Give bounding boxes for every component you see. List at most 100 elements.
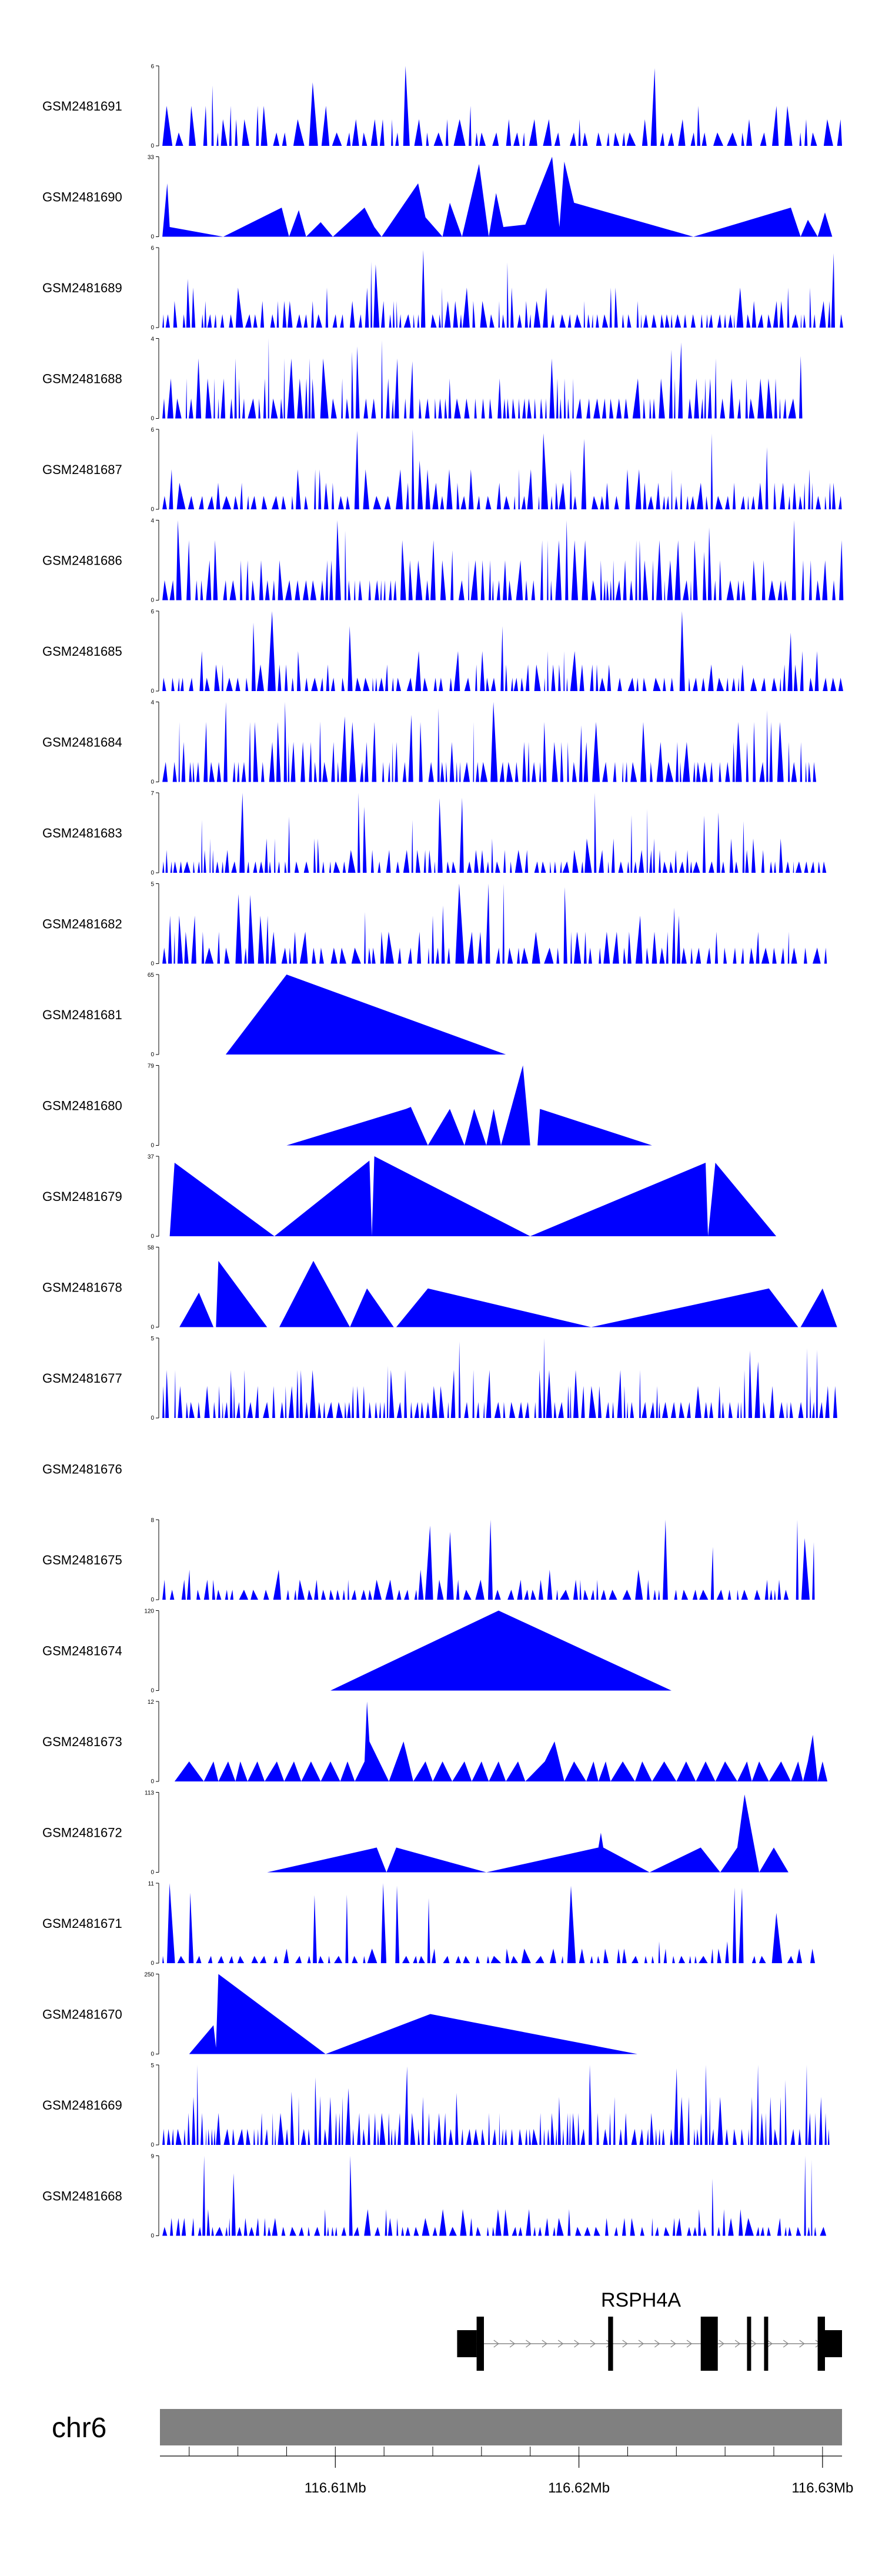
strand-chevron xyxy=(734,2340,741,2348)
signal-area xyxy=(161,66,843,146)
y-axis-min-label: 0 xyxy=(151,325,154,331)
y-axis-max-label: 79 xyxy=(148,1063,155,1070)
gene-utr xyxy=(457,2330,477,2357)
y-axis-min-label: 0 xyxy=(151,1233,154,1240)
signal-area xyxy=(179,1260,837,1327)
strand-chevron xyxy=(751,2340,757,2348)
gene-exon xyxy=(608,2317,613,2371)
track-label: GSM2481672 xyxy=(42,1826,122,1840)
signal-area xyxy=(161,1883,841,1963)
strand-chevron xyxy=(574,2340,580,2348)
y-axis-min-label: 0 xyxy=(151,870,154,876)
track-GSM2481684: GSM2481684 4 0 xyxy=(42,700,841,786)
gene-exon xyxy=(817,2317,825,2371)
signal-area xyxy=(161,883,841,964)
track-GSM2481678: GSM2481678 58 0 xyxy=(42,1245,837,1331)
signal-tracks: GSM248169160GSM2481690330GSM248168960GSM… xyxy=(42,64,844,2240)
track-GSM2481671: GSM2481671 11 0 xyxy=(42,1881,841,1967)
track-label: GSM2481675 xyxy=(42,1553,122,1567)
y-axis-max-label: 5 xyxy=(151,882,154,888)
track-label: GSM2481669 xyxy=(42,2098,122,2113)
y-axis-max-label: 11 xyxy=(148,1881,155,1887)
y-axis-max-label: 6 xyxy=(151,245,154,252)
signal-area xyxy=(161,793,841,873)
track-label: GSM2481671 xyxy=(42,1916,122,1931)
y-axis-max-label: 113 xyxy=(145,1790,154,1797)
track-GSM2481682: GSM2481682 5 0 xyxy=(42,882,841,967)
gene-model-track: RSPH4A xyxy=(457,2289,842,2371)
signal-area xyxy=(330,1610,671,1691)
signal-area xyxy=(161,429,842,509)
track-label: GSM2481676 xyxy=(42,1462,122,1477)
track-GSM2481675: GSM2481675 8 0 xyxy=(42,1517,841,1603)
track-label: GSM2481668 xyxy=(42,2189,122,2204)
track-label: GSM2481680 xyxy=(42,1099,122,1113)
track-GSM2481670: GSM2481670 250 0 xyxy=(42,1972,637,2058)
track-label: GSM2481679 xyxy=(42,1189,122,1204)
signal-area xyxy=(161,611,844,691)
track-label: GSM2481691 xyxy=(42,99,122,114)
signal-area xyxy=(225,975,506,1055)
track-GSM2481688: GSM2481688 4 0 xyxy=(42,336,841,422)
y-axis-min-label: 0 xyxy=(151,779,154,786)
track-GSM2481672: GSM2481672 113 0 xyxy=(42,1790,789,1876)
y-axis-max-label: 9 xyxy=(151,2154,154,2160)
y-axis-min-label: 0 xyxy=(151,143,154,149)
track-label: GSM2481674 xyxy=(42,1644,122,1659)
y-axis-max-label: 4 xyxy=(151,336,154,343)
track-GSM2481685: GSM2481685 6 0 xyxy=(42,609,844,695)
y-axis-max-label: 4 xyxy=(151,518,154,525)
signal-area xyxy=(174,1701,828,1781)
signal-area xyxy=(161,520,844,600)
track-GSM2481674: GSM2481674 120 0 xyxy=(42,1609,671,1694)
track-label: GSM2481673 xyxy=(42,1734,122,1749)
y-axis-max-label: 5 xyxy=(151,2063,154,2069)
strand-chevron xyxy=(590,2340,596,2348)
track-GSM2481669: GSM2481669 5 0 xyxy=(42,2063,841,2148)
track-GSM2481680: GSM2481680 79 0 xyxy=(42,1063,652,1149)
y-axis-min-label: 0 xyxy=(151,1415,154,1422)
track-label: GSM2481685 xyxy=(42,644,122,659)
y-axis-max-label: 250 xyxy=(144,1972,154,1978)
gene-exon xyxy=(747,2317,751,2371)
signal-area xyxy=(286,1065,652,1146)
y-axis-max-label: 4 xyxy=(151,700,154,706)
track-GSM2481676: GSM2481676 xyxy=(42,1462,122,1477)
strand-chevron xyxy=(719,2340,724,2348)
x-tick-label: 116.61Mb xyxy=(305,2480,366,2496)
gene-utr xyxy=(825,2330,842,2357)
signal-area xyxy=(161,338,841,419)
y-axis-max-label: 58 xyxy=(148,1245,155,1252)
axis-ticks: 116.61Mb 116.62Mb 116.63Mb xyxy=(189,2447,853,2496)
strand-chevron xyxy=(493,2340,499,2348)
track-label: GSM2481684 xyxy=(42,735,122,750)
y-axis-min-label: 0 xyxy=(151,2233,154,2240)
signal-area xyxy=(161,1520,841,1600)
strand-chevron xyxy=(670,2340,676,2348)
track-label: GSM2481683 xyxy=(42,826,122,840)
track-label: GSM2481670 xyxy=(42,2007,122,2022)
y-axis-min-label: 0 xyxy=(151,598,154,604)
strand-chevron xyxy=(509,2340,516,2348)
track-label: GSM2481677 xyxy=(42,1371,122,1386)
gene-exon xyxy=(476,2317,484,2371)
gene-name: RSPH4A xyxy=(601,2289,681,2311)
track-GSM2481689: GSM2481689 6 0 xyxy=(42,245,843,331)
chromosome-axis: chr6 116.61Mb 116.62Mb 116.63Mb xyxy=(52,2409,853,2496)
track-GSM2481681: GSM2481681 65 0 xyxy=(42,972,506,1058)
y-axis-min-label: 0 xyxy=(151,1052,154,1058)
strand-chevron xyxy=(686,2340,693,2348)
signal-area xyxy=(267,1794,789,1873)
track-GSM2481668: GSM2481668 9 0 xyxy=(42,2154,841,2240)
chromosome-label: chr6 xyxy=(52,2413,106,2444)
strand-chevron xyxy=(783,2340,789,2348)
strand-chevron xyxy=(654,2340,660,2348)
y-axis-min-label: 0 xyxy=(151,1324,154,1331)
y-axis-min-label: 0 xyxy=(151,2051,154,2058)
strand-chevron xyxy=(557,2340,564,2348)
chromosome-band xyxy=(160,2409,842,2445)
signal-area xyxy=(169,1156,777,1236)
track-label: GSM2481682 xyxy=(42,917,122,932)
y-axis-min-label: 0 xyxy=(151,506,154,513)
